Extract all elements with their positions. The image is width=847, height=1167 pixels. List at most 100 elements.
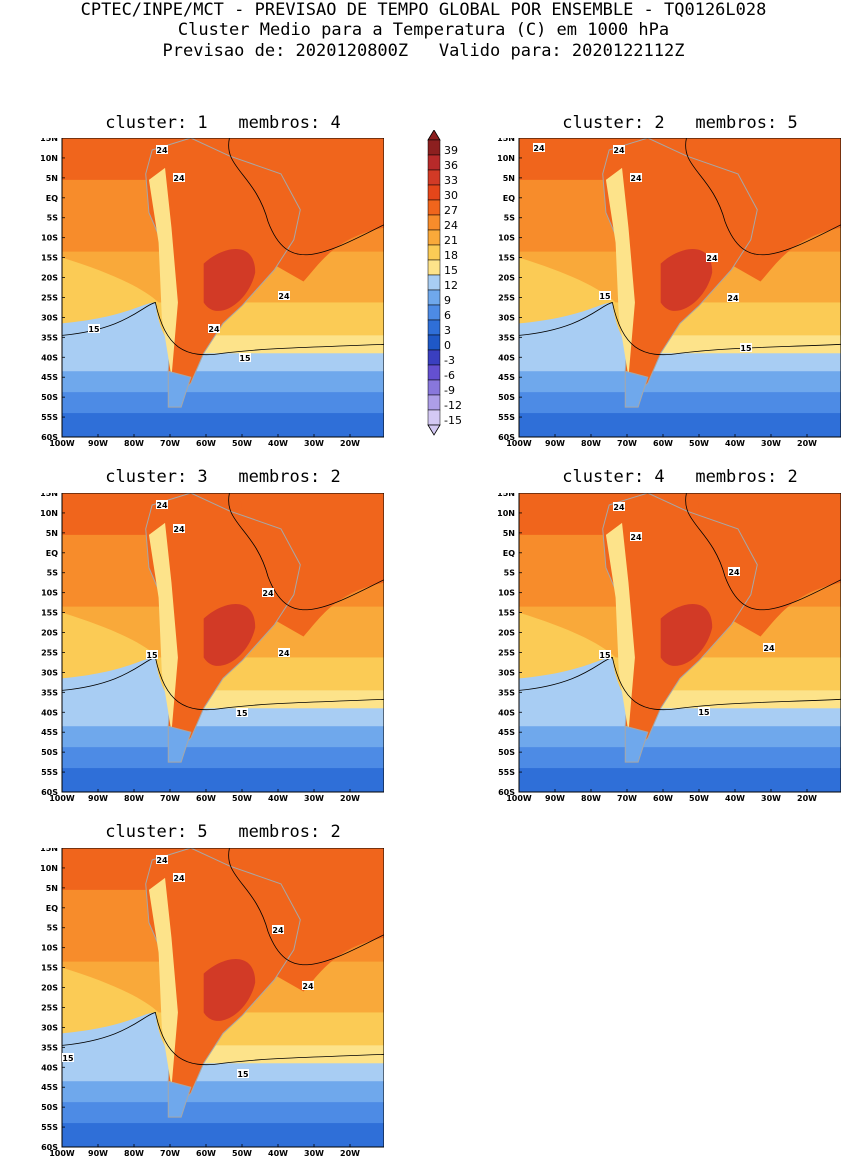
contour-label: 15 — [698, 708, 710, 717]
lon-tick-label: 70W — [160, 794, 180, 803]
lat-tick-label: 5N — [46, 884, 58, 893]
lat-tick-label: 15S — [498, 609, 515, 618]
lat-tick-label: 55S — [41, 413, 58, 422]
colorbar-top-arrow — [427, 130, 441, 141]
colorbar-label: 6 — [444, 309, 451, 322]
lon-tick-label: 60W — [196, 439, 216, 448]
lat-tick-label: EQ — [46, 549, 58, 558]
header-line-3: Previsao de: 2020120800Z Valido para: 20… — [162, 41, 685, 61]
contour-15-line — [61, 301, 384, 356]
colorbar-label: 18 — [444, 249, 458, 262]
lat-tick-label: 5N — [46, 529, 58, 538]
map-plot: 15N 10N 5N EQ 5S 10S 15S 20S 25S 30S 35S 40S 45S 50S 5… — [497, 493, 841, 803]
colorbar-segment — [427, 199, 441, 216]
contour-label: 15 — [599, 651, 611, 660]
lat-tick-label: 30S — [41, 313, 58, 322]
colorbar-label: 21 — [444, 234, 458, 247]
contour-label: 24 — [208, 325, 220, 334]
temperature-band — [62, 413, 384, 438]
contour-label: 24 — [278, 292, 290, 301]
patagonia-area — [624, 725, 649, 763]
contour-label: 15 — [146, 651, 158, 660]
colorbar-segment — [427, 139, 441, 156]
contour-24-line — [228, 848, 384, 966]
lat-tick-label: 50S — [41, 1103, 58, 1112]
temperature-band — [519, 413, 841, 438]
temperature-band — [62, 768, 384, 793]
lat-tick-label: 50S — [41, 748, 58, 757]
lat-tick-label: 20S — [41, 274, 58, 283]
lat-tick-label: 15S — [498, 254, 515, 263]
lat-tick-label: 5S — [47, 924, 59, 933]
lat-tick-label: 30S — [498, 668, 515, 677]
lon-tick-label: 100W — [49, 794, 75, 803]
lat-tick-label: 35S — [498, 688, 515, 697]
lon-tick-label: 40W — [268, 794, 288, 803]
contour-label-box — [613, 502, 625, 511]
lat-tick-label: 40S — [41, 708, 58, 717]
panel-title: cluster: 3 membros: 2 — [105, 467, 341, 487]
pacific-cold-tongue — [62, 657, 178, 715]
plot-frame — [61, 493, 384, 793]
lon-tick-label: 80W — [581, 794, 601, 803]
colorbar-label: 3 — [444, 324, 451, 337]
lon-tick-label: 70W — [160, 439, 180, 448]
contour-label: 15 — [239, 354, 251, 363]
contour-15-line — [61, 1011, 384, 1066]
lat-tick-label: 15S — [41, 609, 58, 618]
andes-cool-strip — [148, 167, 178, 378]
temperature-band — [62, 1102, 384, 1124]
lat-tick-label: 40S — [498, 353, 515, 362]
lat-tick-label: 45S — [498, 728, 515, 737]
lon-tick-label: 90W — [88, 1149, 108, 1158]
lat-tick-label: 5S — [47, 569, 59, 578]
temperature-band — [62, 371, 384, 393]
contour-label-box — [173, 173, 185, 182]
lat-tick-label: 5N — [503, 174, 515, 183]
colorbar-segment — [427, 334, 441, 351]
lat-tick-label: 35S — [41, 688, 58, 697]
contour-label-box — [156, 855, 168, 864]
contour-label: 24 — [156, 856, 168, 865]
contour-label-box — [156, 500, 168, 509]
contour-24-line — [228, 493, 384, 611]
lat-tick-label: EQ — [503, 549, 515, 558]
lat-tick-label: 50S — [41, 393, 58, 402]
lat-tick-label: 15S — [41, 254, 58, 263]
lon-tick-label: 40W — [725, 794, 745, 803]
lon-tick-label: 20W — [797, 794, 817, 803]
lat-tick-label: 20S — [498, 629, 515, 638]
temperature-band — [62, 1123, 384, 1148]
colorbar-label: 24 — [444, 219, 458, 232]
lat-tick-label: 10N — [40, 509, 58, 518]
contour-label: 24 — [613, 146, 625, 155]
plot-frame — [518, 138, 841, 438]
contour-label: 24 — [763, 644, 775, 653]
contour-label-box — [728, 567, 740, 576]
contour-label-box — [630, 173, 642, 182]
temperature-band — [62, 726, 384, 748]
contour-15-line — [518, 656, 841, 711]
lon-tick-label: 30W — [304, 1149, 324, 1158]
colorbar-label: 30 — [444, 189, 458, 202]
contour-label: 15 — [599, 292, 611, 301]
lat-tick-label: 10N — [40, 154, 58, 163]
lat-tick-label: 5S — [504, 569, 516, 578]
lat-tick-label: 10N — [40, 864, 58, 873]
colorbar-segment — [427, 349, 441, 366]
lat-tick-label: 60S — [498, 788, 515, 797]
contour-label: 24 — [630, 174, 642, 183]
header-line-2: Cluster Medio para a Temperatura (C) em … — [177, 20, 670, 40]
colorbar-segment — [427, 319, 441, 336]
contour-label-box — [533, 143, 545, 152]
lat-tick-label: 40S — [498, 708, 515, 717]
lon-tick-label: 100W — [49, 1149, 75, 1158]
lat-tick-label: 60S — [498, 433, 515, 442]
colorbar-segment — [427, 169, 441, 186]
colorbar-label: -12 — [444, 399, 462, 412]
lon-tick-label: 20W — [340, 439, 360, 448]
contour-label: 15 — [237, 1070, 249, 1079]
contour-24-line — [228, 138, 384, 256]
andes-cool-strip — [605, 522, 635, 733]
